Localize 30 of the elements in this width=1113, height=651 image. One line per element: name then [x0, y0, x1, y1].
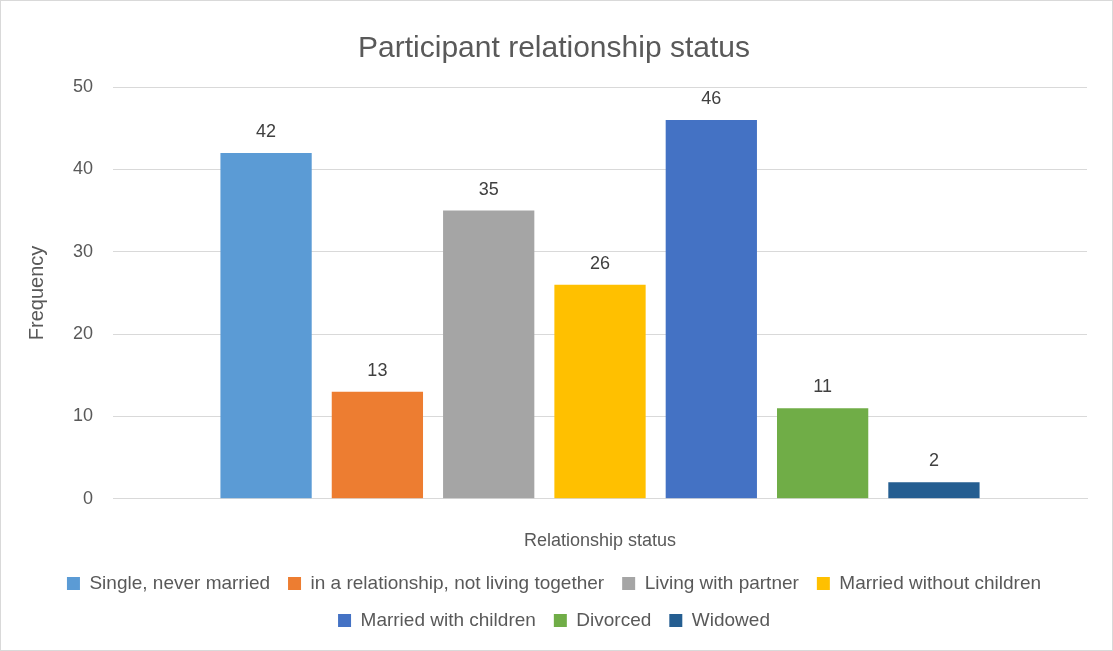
bar — [665, 119, 757, 499]
legend-label: Widowed — [691, 608, 770, 630]
bar — [220, 152, 312, 499]
legend-label: Married with children — [360, 608, 536, 630]
data-label: 35 — [478, 178, 499, 199]
bar — [777, 408, 869, 499]
bar — [331, 391, 424, 499]
legend-label: Married without children — [839, 571, 1042, 593]
data-label: 26 — [590, 252, 611, 273]
data-label: 11 — [813, 376, 832, 397]
data-label: 46 — [701, 87, 722, 108]
bar — [554, 284, 646, 499]
legend-label: in a relationship, not living together — [310, 571, 605, 593]
data-label: 42 — [256, 120, 277, 141]
bar — [888, 482, 980, 499]
bar — [443, 210, 535, 499]
y-tick-label: 30 — [72, 240, 94, 261]
y-tick-label: 50 — [72, 75, 94, 96]
legend-label: Divorced — [576, 608, 652, 630]
x-axis-title: Relationship status — [523, 530, 677, 551]
y-tick-label: 20 — [72, 323, 94, 344]
data-label: 2 — [928, 450, 939, 471]
y-tick-label: 10 — [72, 405, 94, 426]
legend-label: Single, never married — [89, 571, 271, 593]
legend-label: Living with partner — [644, 571, 800, 593]
y-tick-label: 0 — [83, 487, 94, 508]
y-axis-title: Frequency — [24, 245, 47, 341]
y-tick-label: 40 — [72, 158, 94, 179]
chart-title: Participant relationship status — [358, 30, 750, 64]
data-label: 13 — [367, 359, 388, 380]
